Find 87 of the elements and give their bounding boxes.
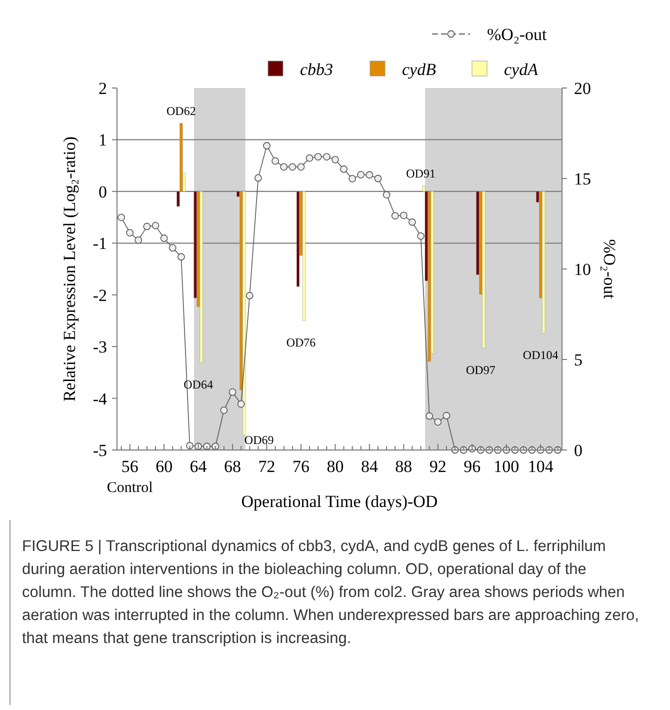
bar (482, 191, 486, 348)
x-tick-label: 64 (190, 457, 208, 476)
point (297, 163, 305, 171)
point (434, 418, 442, 426)
annotation: OD104 (522, 348, 558, 362)
x-axis-title: Operational Time (days)-OD (241, 492, 438, 511)
legend-label: cydA (504, 60, 539, 79)
point (382, 191, 390, 198)
bar (302, 191, 306, 321)
y-tick-label: 1 (98, 130, 107, 150)
point (220, 406, 228, 414)
y2-axis-title: %O₂-out (600, 239, 619, 300)
y2-tick-label: 20 (574, 79, 591, 98)
y-tick-label: -2 (92, 286, 107, 305)
bar (428, 191, 431, 362)
point (340, 165, 348, 173)
caption: FIGURE 5 | Transcriptional dynamics of cbb3, cydA, and cydB genes of L. ferriphilum during aeration interventions in the bioleaching column. OD, operational day of the column. The dotted line shows the O₂-out (%) from col2. Gray area shows periods when aeration was interrupted in the column. When underexpressed bars are approaching zero, that means that gene transcription is increasing. (22, 537, 640, 649)
point (160, 234, 168, 242)
x-tick-label: 84 (360, 457, 378, 476)
point (152, 222, 160, 230)
point (254, 174, 262, 182)
point (426, 412, 434, 420)
point (203, 442, 211, 450)
annotation: OD62 (166, 104, 196, 118)
point (126, 229, 134, 236)
point (400, 212, 408, 220)
point (263, 142, 270, 150)
point (143, 222, 151, 230)
point (322, 153, 330, 160)
y-axis-title: Relative Expression Level (Log₂-ratio) (60, 136, 79, 402)
x-tick-label: 92 (429, 457, 446, 476)
y2-tick-label: 10 (574, 260, 591, 279)
x-tick-label: 104 (528, 457, 554, 476)
y2-tick-label: 0 (574, 441, 582, 460)
point (168, 244, 176, 252)
bar (200, 191, 203, 363)
annotation: OD69 (244, 433, 274, 447)
point (177, 253, 185, 261)
y-tick-label: -4 (92, 389, 108, 408)
x-tick-label: 60 (156, 457, 173, 476)
point (134, 236, 142, 244)
point (228, 388, 236, 396)
point (288, 163, 296, 171)
x-tick-label: 76 (292, 457, 310, 476)
annotation: OD64 (184, 378, 213, 392)
y2-tick-label: 5 (574, 350, 582, 370)
legend-label: cydB (402, 60, 437, 79)
annotation: OD76 (286, 336, 316, 350)
point (366, 171, 374, 179)
point (332, 156, 339, 164)
point (374, 174, 382, 182)
point (391, 212, 399, 220)
bar (296, 191, 300, 287)
point (442, 412, 450, 420)
x-tick-label: 72 (258, 457, 276, 476)
text: Control (106, 480, 153, 496)
point (237, 400, 245, 408)
y-tick-label: 2 (98, 79, 107, 98)
y-tick-label: 0 (98, 182, 107, 202)
point (314, 153, 322, 160)
x-tick-label: 80 (326, 457, 344, 476)
annotation: OD91 (406, 166, 436, 181)
y2-tick-label: 15 (574, 170, 591, 188)
x-tick-label: 88 (395, 457, 412, 476)
point (272, 157, 280, 165)
legend-label: %O₂-out (487, 25, 548, 44)
point (246, 292, 254, 300)
x-tick-label: 96 (464, 457, 481, 476)
annotation: OD97 (466, 363, 496, 378)
point (357, 171, 365, 178)
x-tick-label: 68 (224, 457, 242, 476)
legend-label: cbb3 (300, 60, 334, 79)
x-tick-label: 56 (121, 457, 138, 476)
y-tick-label: -3 (92, 338, 107, 357)
point (348, 174, 356, 182)
point (280, 163, 288, 171)
point (408, 218, 416, 226)
bar (542, 191, 546, 334)
y-tick-label: -1 (92, 234, 107, 254)
point (306, 154, 314, 162)
y-tick-label: -5 (92, 441, 107, 460)
point (118, 214, 125, 222)
point (212, 442, 220, 450)
point (186, 442, 194, 450)
point (417, 232, 424, 240)
bar (242, 191, 246, 436)
x-tick-label: 100 (494, 457, 520, 476)
